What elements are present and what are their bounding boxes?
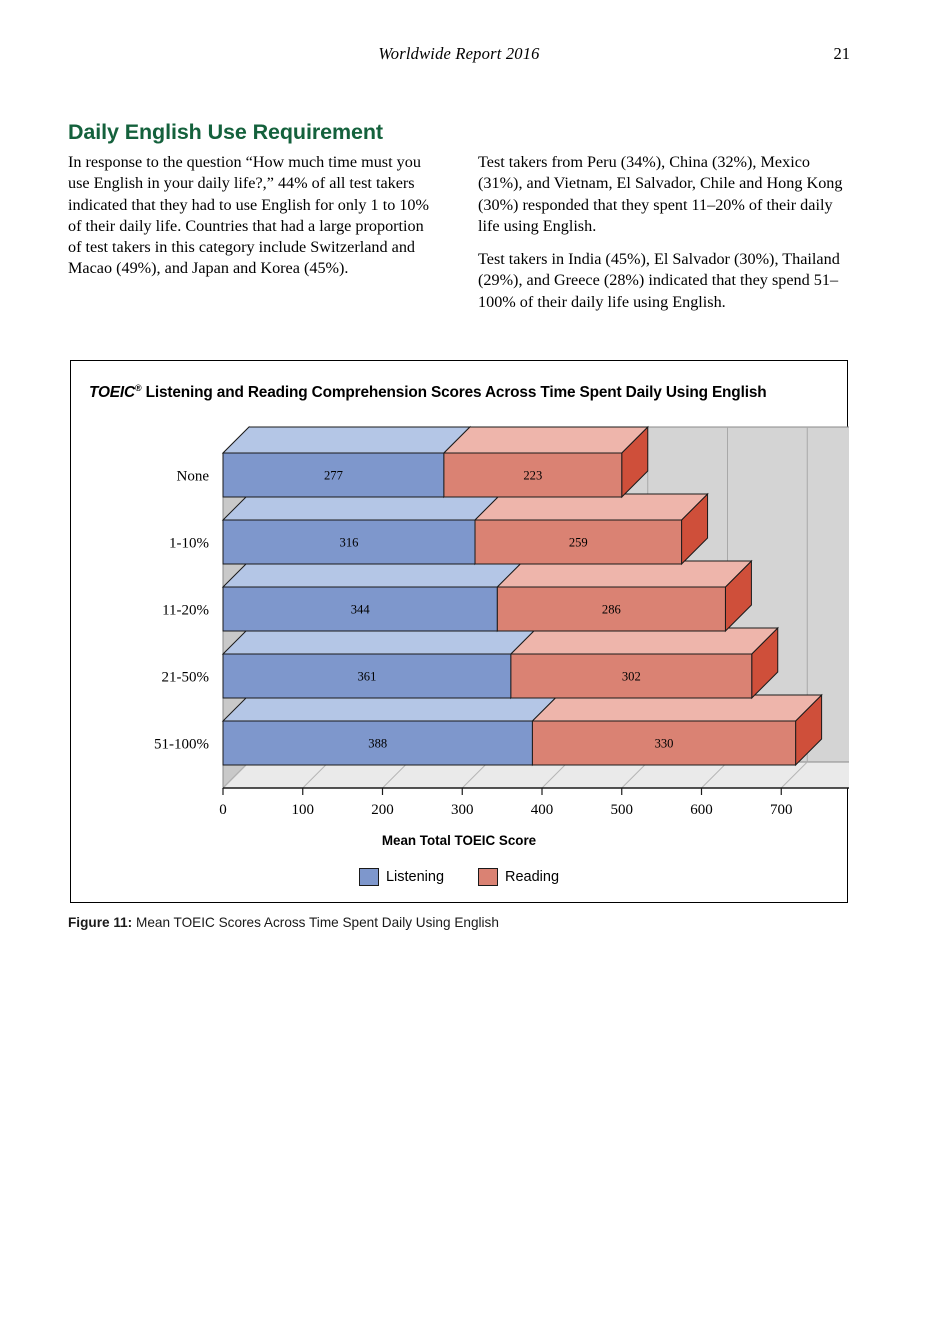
bar-value-label: 316: [340, 536, 359, 550]
category-axis-label: 11-20%: [162, 603, 209, 619]
x-axis-tick-label: 700: [770, 802, 793, 818]
figure-caption: Figure 11: Mean TOEIC Scores Across Time…: [68, 915, 499, 930]
paragraph: Test takers in India (45%), El Salvador …: [478, 250, 840, 311]
legend-item-listening[interactable]: Listening: [358, 868, 445, 886]
figure-container: TOEIC® Listening and Reading Comprehensi…: [70, 360, 849, 903]
running-head: Worldwide Report 2016 21: [68, 44, 850, 68]
bar-value-label: 259: [569, 536, 588, 550]
figure-caption-text: Mean TOEIC Scores Across Time Spent Dail…: [132, 915, 499, 930]
x-axis-tick-label: 400: [531, 802, 554, 818]
paragraph: In response to the question “How much ti…: [68, 153, 430, 278]
bar-value-label: 361: [358, 670, 377, 684]
category-axis-label: 21-50%: [162, 670, 210, 686]
bar-value-label: 330: [655, 737, 674, 751]
x-axis-tick-label: 100: [292, 802, 315, 818]
chart-title: TOEIC® Listening and Reading Comprehensi…: [89, 383, 767, 402]
bar-value-label: 223: [523, 469, 542, 483]
bar-value-label: 286: [602, 603, 621, 617]
running-head-title: Worldwide Report 2016: [378, 44, 540, 63]
body-column-right: Test takers from Peru (34%), China (32%)…: [478, 152, 850, 325]
body-column-left: In response to the question “How much ti…: [68, 152, 440, 292]
chart-title-rest: Listening and Reading Comprehension Scor…: [141, 384, 767, 402]
figure-caption-label: Figure 11:: [68, 915, 133, 930]
x-axis-title: Mean Total TOEIC Score: [381, 833, 537, 848]
x-axis-tick-label: 600: [690, 802, 713, 818]
chart-legend: Listening Reading: [71, 868, 847, 886]
category-axis-label: 1-10%: [169, 536, 209, 552]
page-title: Daily English Use Requirement: [68, 120, 383, 145]
legend-swatch-reading: [478, 868, 499, 886]
chart-title-brand: TOEIC: [89, 384, 136, 402]
bar-value-label: 344: [351, 603, 371, 617]
bar-value-label: 302: [622, 670, 641, 684]
page-number: 21: [833, 44, 851, 63]
x-axis-tick-label: 300: [451, 802, 474, 818]
legend-label: Reading: [505, 869, 560, 885]
legend-item-reading[interactable]: Reading: [478, 868, 559, 886]
x-axis-tick-label: 0: [219, 802, 227, 818]
category-axis-label: 51-100%: [154, 737, 209, 753]
bar-chart-plot: 388 330 51-100% 361 302 21-50% 344 286 11-20% 316…: [154, 425, 849, 818]
x-axis-tick-label: 200: [371, 802, 394, 818]
category-axis-label: None: [177, 469, 210, 485]
bar-value-label: 277: [324, 469, 343, 483]
x-axis-tick-label: 500: [611, 802, 634, 818]
bar-value-label: 388: [368, 737, 387, 751]
paragraph: Test takers from Peru (34%), China (32%)…: [478, 153, 843, 235]
registered-mark-icon: ®: [135, 383, 142, 393]
legend-swatch-listening: [358, 868, 379, 886]
legend-label: Listening: [385, 869, 445, 885]
